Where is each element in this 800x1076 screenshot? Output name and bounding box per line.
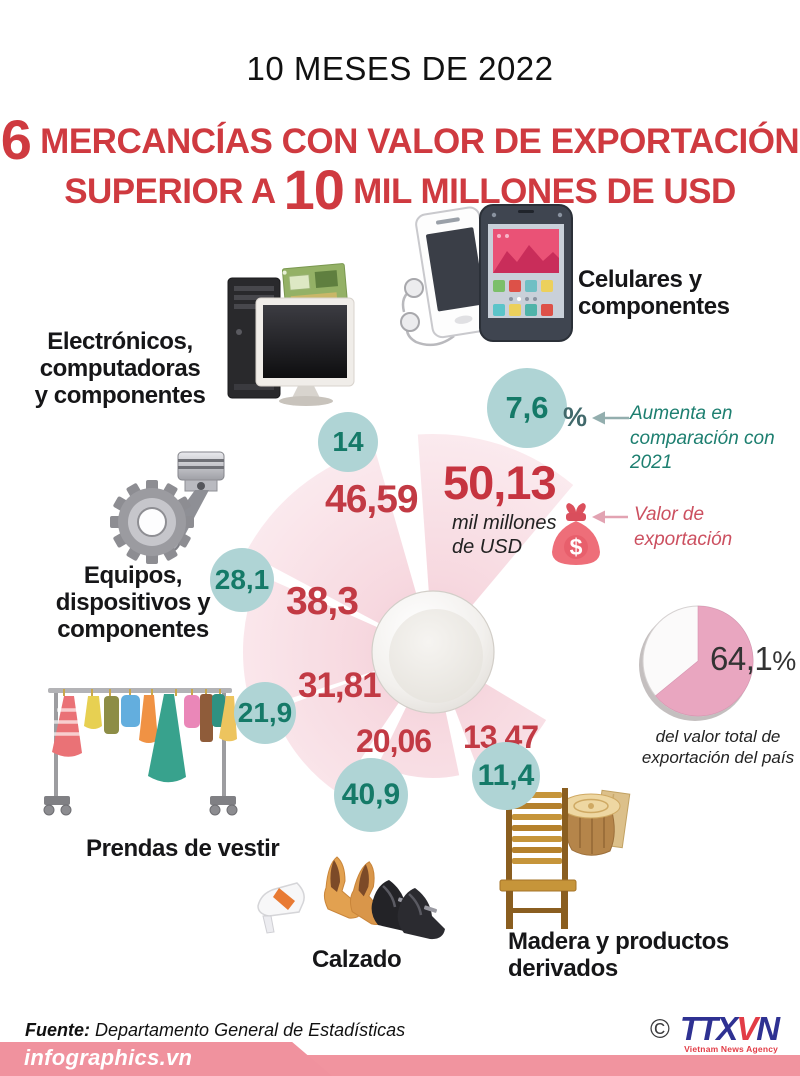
- growth-electronicos: 14: [318, 412, 378, 472]
- ttxvn-n: N: [756, 1010, 780, 1047]
- value-prendas: 31,81: [298, 666, 382, 705]
- value-celulares: 50,13: [443, 456, 557, 509]
- growth-prendas-value: 21,9: [237, 697, 293, 728]
- label-madera: Madera y productos derivados: [508, 928, 729, 983]
- title-line2-pre: SUPERIOR A: [64, 172, 284, 211]
- growth-calzado: 40,9: [334, 758, 408, 832]
- growth-madera-value: 11,4: [477, 759, 535, 792]
- footer-ribbon-left: [0, 1042, 332, 1076]
- petal-electronicos: [245, 448, 433, 652]
- smartphone-icon: [400, 204, 573, 347]
- center-sphere-core: [389, 609, 483, 703]
- growth-equipos: 28,1: [210, 548, 274, 612]
- value-calzado: 20,06: [356, 723, 432, 759]
- percent-sign: %: [563, 402, 588, 432]
- title-number-10: 10: [283, 158, 345, 221]
- share-caption: del valor total de exportación del país: [641, 727, 795, 768]
- growth-equipos-value: 28,1: [214, 564, 270, 595]
- dollar-sign: $: [570, 534, 583, 560]
- ttxvn-subtitle: Vietnam News Agency: [684, 1043, 779, 1054]
- label-celulares: Celulares y componentes: [578, 266, 730, 321]
- machinery-icon: [110, 451, 225, 564]
- money-bag-icon: $: [552, 503, 600, 565]
- label-equipos: Equipos, dispositivos y componentes: [55, 562, 211, 644]
- petal-equipos: [242, 574, 433, 711]
- growth-electronicos-value: 14: [332, 426, 364, 457]
- clothes-rack-icon: [43, 688, 238, 816]
- ttxvn-logo: TTXVN Vietnam News Agency: [680, 1012, 780, 1054]
- site-name: infographics.vn: [24, 1045, 193, 1070]
- agency-logo: © TTXVN Vietnam News Agency: [650, 1012, 780, 1054]
- main-title-line1: 6 MERCANCÍAS CON VALOR DE EXPORTACIÓN: [0, 112, 800, 168]
- share-value: 64,1%: [710, 640, 796, 678]
- copyright-icon: ©: [650, 1014, 670, 1044]
- share-value-number: 64,1: [710, 640, 773, 677]
- title-number-6: 6: [0, 108, 32, 171]
- value-electronicos: 46,59: [325, 478, 419, 521]
- ttxvn-ttx: TTX: [679, 1010, 738, 1047]
- share-value-unit: %: [772, 646, 796, 676]
- share-pie-main-slice: [655, 605, 754, 717]
- source-text: Departamento General de Estadísticas: [90, 1020, 406, 1040]
- growth-legend-arrow-icon: [592, 411, 629, 425]
- title-line1-text: MERCANCÍAS CON VALOR DE EXPORTACIÓN: [30, 122, 800, 161]
- growth-legend-label: Aumenta en comparación con 2021: [630, 403, 775, 474]
- shoes-icon: [257, 856, 445, 940]
- growth-calzado-value: 40,9: [341, 778, 401, 811]
- label-electronicos: Electrónicos, computadoras y componentes: [34, 328, 206, 410]
- source-label: Fuente:: [25, 1020, 90, 1040]
- growth-prendas: 21,9: [234, 682, 296, 744]
- computer-icon: [227, 263, 355, 406]
- period-title: 10 MESES DE 2022: [246, 50, 554, 87]
- growth-celulares-value: 7,6: [505, 390, 549, 425]
- gear-icon: [110, 480, 194, 564]
- unit-note: mil millones de USD: [452, 512, 557, 558]
- label-calzado: Calzado: [312, 946, 402, 973]
- source-line: Fuente: Departamento General de Estadíst…: [25, 1020, 405, 1041]
- growth-celulares: 7,6: [487, 368, 567, 448]
- growth-madera: 11,4: [472, 742, 540, 810]
- value-legend-arrow-icon: [592, 510, 628, 524]
- ttxvn-v: V: [736, 1010, 758, 1047]
- value-equipos: 38,3: [286, 580, 359, 623]
- value-legend-label: Valor de exportación: [634, 504, 733, 550]
- label-prendas: Prendas de vestir: [86, 835, 280, 862]
